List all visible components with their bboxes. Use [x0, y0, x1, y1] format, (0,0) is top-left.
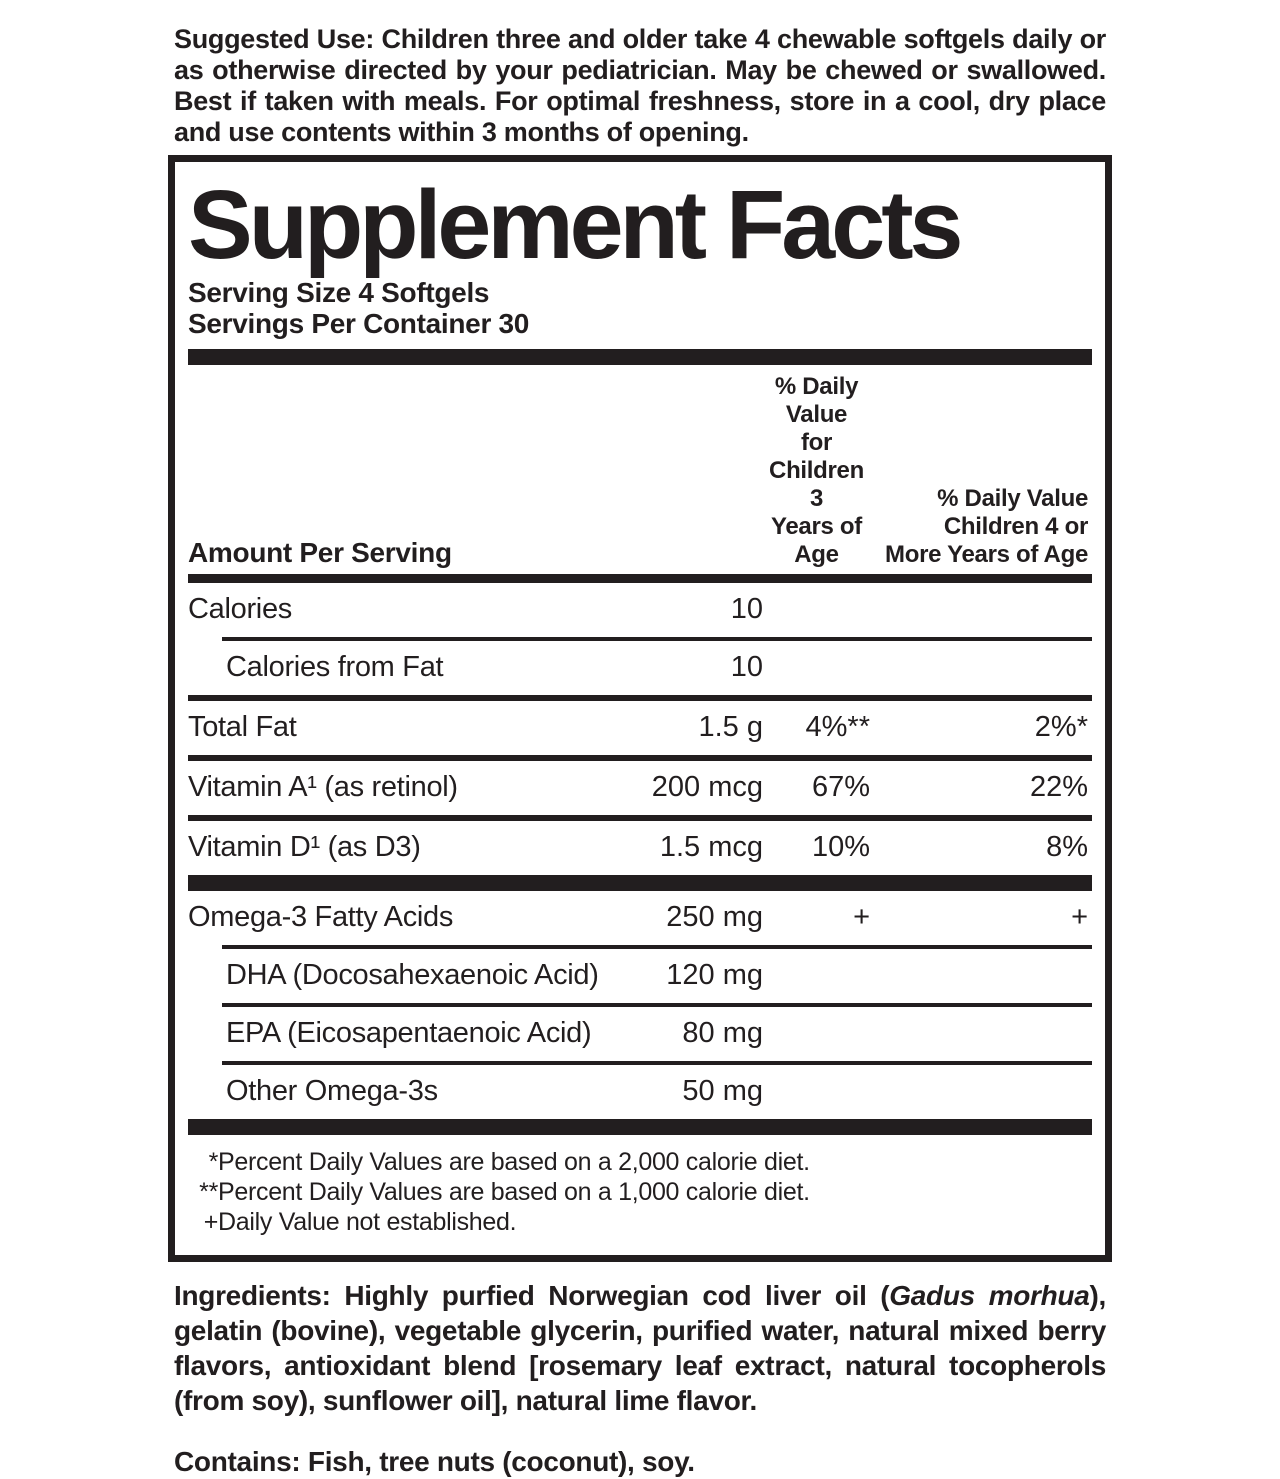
footnote-marker: *	[208, 1148, 219, 1176]
nutrient-amount: 1.5 mcg	[659, 831, 763, 863]
nutrient-name: Vitamin D¹ (as D3)	[188, 831, 421, 863]
daily-value-children3-header: % Daily Value for Children 3 Years of Ag…	[763, 373, 870, 569]
contains-label: Contains:	[174, 1446, 301, 1477]
nutrient-dv3: +	[853, 901, 870, 933]
contains-text: Fish, tree nuts (coconut), soy.	[300, 1446, 695, 1477]
table-row-epa: EPA (Eicosapentaenoic Acid) 80 mg	[188, 1007, 1092, 1061]
header-line: % Daily Value	[774, 373, 859, 428]
footnote-2000-diet: * Percent Daily Values are based on a 2,…	[188, 1147, 1092, 1177]
nutrient-dv3: 67%	[811, 771, 870, 803]
nutrient-name: Total Fat	[188, 711, 297, 743]
table-row-calories: Calories 10	[188, 583, 1092, 637]
divider	[188, 815, 1092, 821]
divider	[188, 695, 1092, 701]
nutrient-name: DHA (Docosahexaenoic Acid)	[226, 959, 599, 991]
table-row-calories-from-fat: Calories from Fat 10	[188, 641, 1092, 695]
nutrient-dv4: 22%	[1029, 771, 1088, 803]
table-row-dha: DHA (Docosahexaenoic Acid) 120 mg	[188, 949, 1092, 1003]
footnote-dv-not-established: + Daily Value not established.	[188, 1207, 1092, 1237]
header-line: % Daily Value	[937, 485, 1088, 512]
divider	[222, 1003, 1092, 1007]
table-row-vitamin-a: Vitamin A¹ (as retinol) 200 mcg 67% 22%	[188, 761, 1092, 815]
nutrient-name: Calories from Fat	[226, 651, 444, 683]
table-row-total-fat: Total Fat 1.5 g 4%** 2%*	[188, 701, 1092, 755]
nutrient-amount: 50 mg	[682, 1075, 763, 1107]
table-header-row: Amount Per Serving % Daily Value for Chi…	[188, 365, 1092, 574]
nutrient-name: Omega-3 Fatty Acids	[188, 901, 454, 933]
servings-per-container: Servings Per Container 30	[188, 308, 530, 339]
divider	[222, 1061, 1092, 1065]
nutrient-dv4: 2%*	[1034, 711, 1088, 743]
ingredients-label: Ingredients:	[174, 1280, 331, 1311]
nutrient-dv4: +	[1071, 901, 1088, 933]
nutrient-name: Vitamin A¹ (as retinol)	[188, 771, 458, 803]
ingredients-paragraph: Ingredients: Highly purfied Norwegian co…	[168, 1278, 1112, 1418]
ingredients-text-1: Highly purfied Norwegian cod liver oil (	[330, 1280, 890, 1311]
divider-bar	[188, 875, 1092, 891]
nutrient-amount: 1.5 g	[698, 711, 764, 743]
nutrient-dv4: 8%	[1046, 831, 1088, 863]
contains-paragraph: Contains: Fish, tree nuts (coconut), soy…	[168, 1444, 1112, 1479]
divider	[222, 945, 1092, 949]
footnote-text: Daily Value not established.	[218, 1208, 517, 1236]
divider	[222, 637, 1092, 641]
nutrient-name: Calories	[188, 593, 292, 625]
suggested-use-paragraph: Suggested Use: Children three and older …	[168, 24, 1112, 148]
serving-size: Serving Size 4 Softgels	[188, 277, 490, 308]
nutrient-amount: 120 mg	[666, 959, 763, 991]
table-row-other-omega3s: Other Omega-3s 50 mg	[188, 1065, 1092, 1119]
footnote-marker: +	[203, 1208, 219, 1236]
panel-title: Supplement Facts	[188, 170, 963, 279]
ingredients-species-italic: Gadus morhua	[889, 1280, 1090, 1311]
footnotes: * Percent Daily Values are based on a 2,…	[188, 1135, 1092, 1245]
nutrient-dv3: 4%**	[805, 711, 871, 743]
divider-bar	[188, 349, 1092, 365]
footnote-text: Percent Daily Values are based on a 2,00…	[218, 1148, 810, 1176]
divider	[188, 755, 1092, 761]
nutrient-amount: 250 mg	[666, 901, 763, 933]
footnote-text: Percent Daily Values are based on a 1,00…	[218, 1178, 810, 1206]
header-line: Years of Age	[771, 513, 862, 568]
footnote-marker: **	[199, 1178, 218, 1206]
amount-per-serving-header: Amount Per Serving	[188, 537, 452, 568]
footnote-1000-diet: ** Percent Daily Values are based on a 1…	[188, 1177, 1092, 1207]
nutrient-amount: 10	[730, 593, 763, 625]
header-line: Children 4 or	[943, 513, 1088, 540]
suggested-use-label: Suggested Use:	[174, 24, 375, 54]
table-row-vitamin-d: Vitamin D¹ (as D3) 1.5 mcg 10% 8%	[188, 821, 1092, 875]
nutrient-name: Other Omega-3s	[226, 1075, 438, 1107]
nutrient-name: EPA (Eicosapentaenoic Acid)	[226, 1017, 592, 1049]
supplement-facts-panel: Supplement Facts Serving Size 4 Softgels…	[168, 155, 1112, 1262]
header-line: More Years of Age	[885, 541, 1088, 568]
divider-bar	[188, 574, 1092, 583]
nutrient-amount: 80 mg	[682, 1017, 763, 1049]
nutrient-amount: 10	[730, 651, 763, 683]
table-row-omega3: Omega-3 Fatty Acids 250 mg + +	[188, 891, 1092, 945]
divider-bar	[188, 1119, 1092, 1135]
header-line: for Children 3	[769, 429, 864, 512]
suggested-use-text: Children three and older take 4 chewable…	[174, 24, 1107, 147]
nutrient-amount: 200 mcg	[651, 771, 763, 803]
daily-value-children4-header: % Daily Value Children 4 or More Years o…	[870, 485, 1092, 569]
label-artwork: Suggested Use: Children three and older …	[168, 0, 1112, 1479]
nutrient-dv3: 10%	[811, 831, 870, 863]
